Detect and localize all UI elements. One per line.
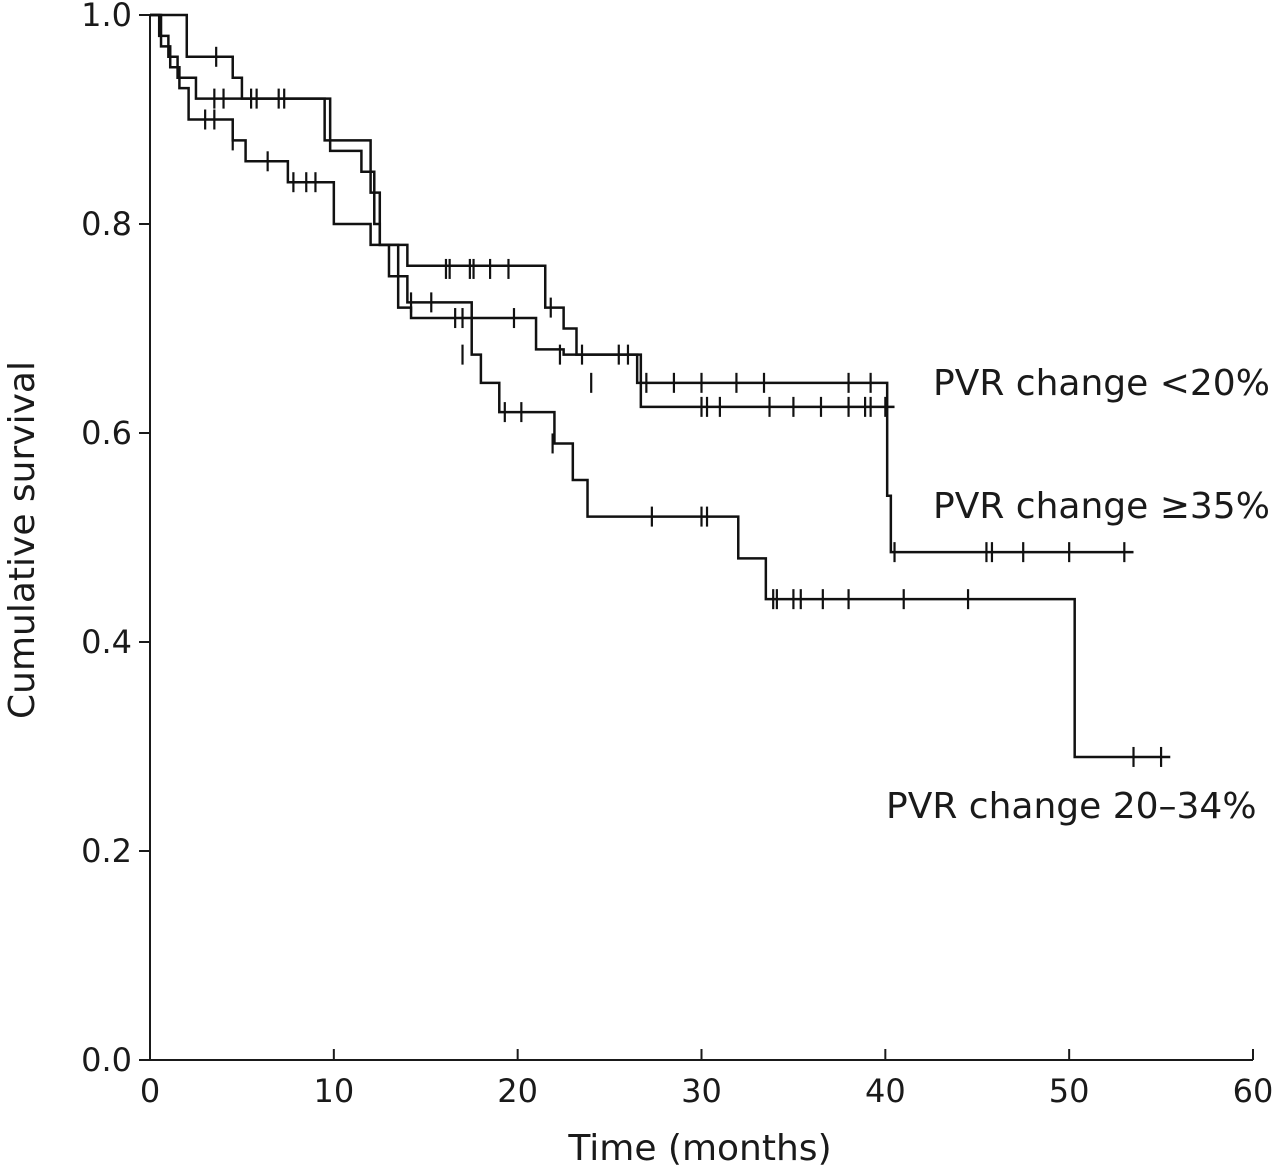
x-tick-label: 30 — [681, 1072, 722, 1110]
x-tick-label: 10 — [313, 1072, 354, 1110]
survival-curve — [150, 13, 1171, 759]
y-axis-label: Cumulative survival — [2, 361, 43, 719]
x-tick-label: 60 — [1233, 1072, 1274, 1110]
y-tick-label: 0.0 — [81, 1041, 132, 1079]
y-tick-label: 1.0 — [81, 0, 132, 34]
y-tick-label: 0.6 — [81, 414, 132, 452]
series-label-ge35: PVR change ≥35% — [933, 486, 1270, 527]
series-1 — [150, 13, 1134, 563]
plot-area — [150, 13, 1171, 767]
series-2 — [150, 13, 1171, 767]
survival-curve — [150, 13, 1134, 554]
x-ticks: 0 10 20 30 40 50 60 — [140, 1049, 1274, 1110]
y-tick-label: 0.4 — [81, 623, 132, 661]
x-tick-label: 50 — [1049, 1072, 1090, 1110]
x-tick-label: 20 — [497, 1072, 538, 1110]
survival-curve — [150, 13, 895, 409]
y-tick-label: 0.8 — [81, 205, 132, 243]
x-tick-label: 0 — [140, 1072, 160, 1110]
series-0 — [150, 13, 895, 417]
y-ticks: 0.0 0.2 0.4 0.6 0.8 1.0 — [81, 0, 150, 1079]
series-label-lt20: PVR change <20% — [933, 363, 1270, 404]
x-axis-label: Time (months) — [567, 1128, 831, 1169]
series-label-20to34: PVR change 20–34% — [886, 786, 1257, 827]
x-tick-label: 40 — [865, 1072, 906, 1110]
y-tick-label: 0.2 — [81, 832, 132, 870]
